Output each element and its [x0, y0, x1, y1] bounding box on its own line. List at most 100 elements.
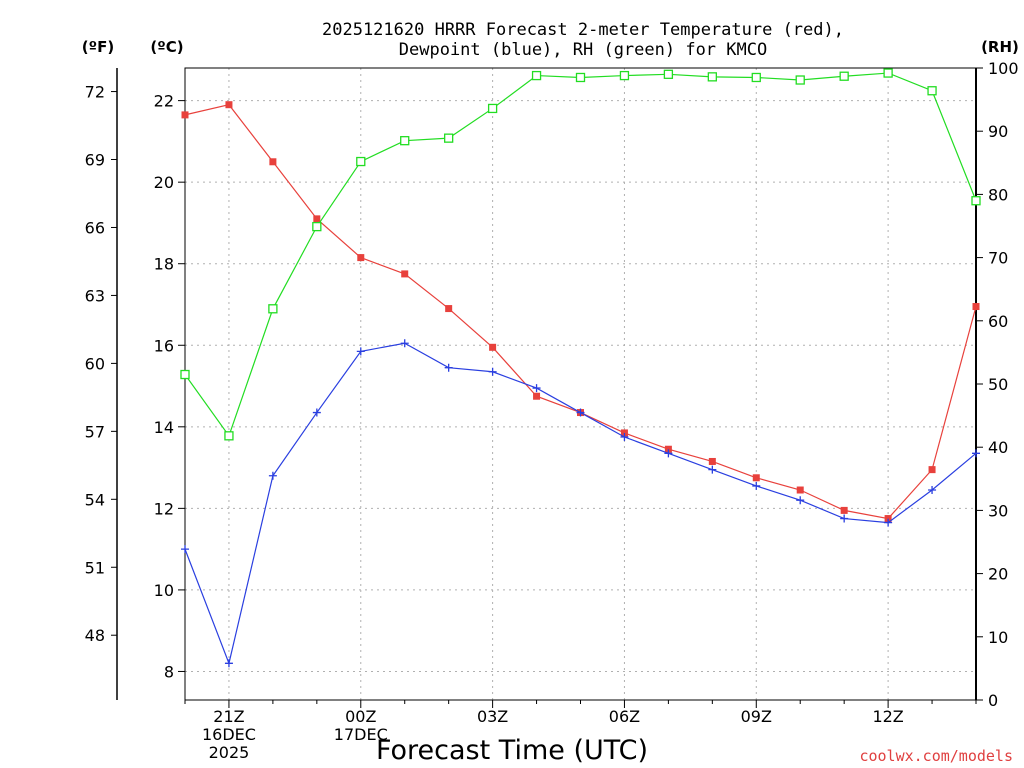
- temperature-point: [884, 515, 892, 523]
- dewpoint-point: [708, 465, 717, 474]
- rh-point: [268, 304, 278, 314]
- temperature-point: [972, 303, 980, 311]
- rh-point: [312, 221, 322, 232]
- temperature-point: [752, 474, 760, 482]
- rh-tick-label: 100: [988, 59, 1019, 78]
- temperature-point: [796, 486, 804, 494]
- rh-tick-label: 0: [988, 691, 998, 710]
- temperature-point: [225, 101, 233, 109]
- dewpoint-point: [268, 471, 277, 480]
- time-tick-label: 09Z: [741, 707, 772, 726]
- fahrenheit-tick-label: 51: [85, 558, 105, 577]
- dewpoint-point: [356, 347, 365, 356]
- temperature-point: [664, 445, 672, 453]
- rh-point: [927, 86, 937, 96]
- series-layer: [180, 68, 981, 668]
- x-axis-label: Forecast Time (UTC): [376, 735, 648, 766]
- celsius-tick-label: 8: [164, 662, 174, 681]
- rh-point: [180, 369, 190, 380]
- dewpoint-point: [576, 408, 585, 417]
- dewpoint-point: [884, 518, 893, 527]
- time-tick-label: 12Z: [872, 707, 903, 726]
- rh-point: [619, 70, 630, 81]
- rh-tick-label: 40: [988, 438, 1008, 457]
- dewpoint-point: [840, 514, 849, 523]
- time-tick-label: 00Z: [345, 707, 376, 726]
- rh-point: [444, 133, 454, 143]
- fahrenheit-tick-label: 69: [85, 151, 105, 170]
- rh-point: [400, 136, 410, 146]
- rh-point: [883, 68, 893, 78]
- temperature-point: [357, 254, 365, 262]
- dewpoint-point: [796, 496, 805, 505]
- rh-tick-label: 90: [988, 122, 1008, 141]
- rh-tick-label: 20: [988, 565, 1008, 584]
- dewpoint-point: [928, 486, 937, 495]
- temperature-point: [181, 111, 189, 119]
- celsius-tick-label: 22: [154, 92, 174, 111]
- celsius-tick-label: 18: [154, 255, 174, 274]
- dewpoint-point: [224, 659, 233, 668]
- rh-point: [751, 72, 761, 83]
- time-tick-label: 03Z: [477, 707, 508, 726]
- fahrenheit-tick-label: 63: [85, 286, 105, 305]
- dewpoint-point: [620, 433, 629, 442]
- temperature-point: [489, 343, 497, 351]
- rh-ticks: 0 10 20 30 40 50 60 70 80 90 100: [976, 59, 1019, 710]
- dewpoint-point: [532, 384, 541, 393]
- fahrenheit-unit-label: (ºF): [82, 38, 114, 56]
- time-tick-label: 16DEC: [202, 725, 256, 744]
- rh-tick-label: 60: [988, 312, 1008, 331]
- temperature-point: [401, 270, 409, 278]
- rh-point: [707, 72, 717, 82]
- gridlines: [185, 68, 976, 700]
- series-line-rh: [184, 72, 977, 438]
- rh-point: [839, 71, 849, 81]
- dewpoint-point: [488, 367, 497, 376]
- rh-point: [575, 72, 586, 83]
- plot-frame: [184, 67, 977, 701]
- time-tick-label: 06Z: [609, 707, 640, 726]
- series-line-dewpoint: [184, 342, 977, 666]
- temperature-point: [708, 457, 716, 465]
- fahrenheit-tick-label: 48: [85, 626, 105, 645]
- rh-tick-label: 10: [988, 628, 1008, 647]
- fahrenheit-tick-label: 72: [85, 83, 105, 102]
- rh-tick-label: 30: [988, 501, 1008, 520]
- time-tick-label: 21Z: [213, 707, 244, 726]
- temperature-point: [445, 305, 453, 313]
- celsius-tick-label: 16: [154, 336, 174, 355]
- celsius-tick-label: 10: [154, 581, 174, 600]
- rh-tick-label: 80: [988, 185, 1008, 204]
- rh-point: [971, 196, 981, 206]
- celsius-tick-label: 12: [154, 499, 174, 518]
- fahrenheit-tick-label: 54: [85, 490, 105, 509]
- chart-title-line2: Dewpoint (blue), RH (green) for KMCO: [399, 40, 767, 60]
- temperature-point: [928, 466, 936, 474]
- temperature-point: [313, 215, 321, 223]
- celsius-tick-label: 20: [154, 173, 174, 192]
- time-tick-label: 17DEC: [334, 725, 388, 744]
- celsius-tick-label: 14: [154, 418, 174, 437]
- dewpoint-point: [664, 449, 673, 458]
- time-tick-label: 2025: [209, 743, 250, 762]
- credit-link[interactable]: coolwx.com/models: [859, 747, 1013, 765]
- dewpoint-point: [312, 408, 321, 417]
- temperature-point: [533, 392, 541, 400]
- fahrenheit-ticks: 48 51 54 57 60 63 66 69 72: [85, 83, 117, 645]
- chart-title-line1: 2025121620 HRRR Forecast 2-meter Tempera…: [322, 20, 844, 40]
- rh-point: [663, 69, 674, 79]
- rh-point: [224, 431, 234, 441]
- rh-point: [795, 75, 805, 85]
- rh-point: [531, 70, 542, 81]
- fahrenheit-tick-label: 66: [85, 218, 105, 237]
- celsius-unit-label: (ºC): [150, 38, 183, 56]
- rh-point: [487, 103, 498, 114]
- temperature-point: [269, 158, 277, 166]
- dewpoint-point: [444, 363, 453, 372]
- dewpoint-point: [972, 449, 980, 458]
- dewpoint-point: [752, 481, 761, 490]
- dewpoint-point: [400, 339, 409, 348]
- temperature-point: [840, 506, 848, 514]
